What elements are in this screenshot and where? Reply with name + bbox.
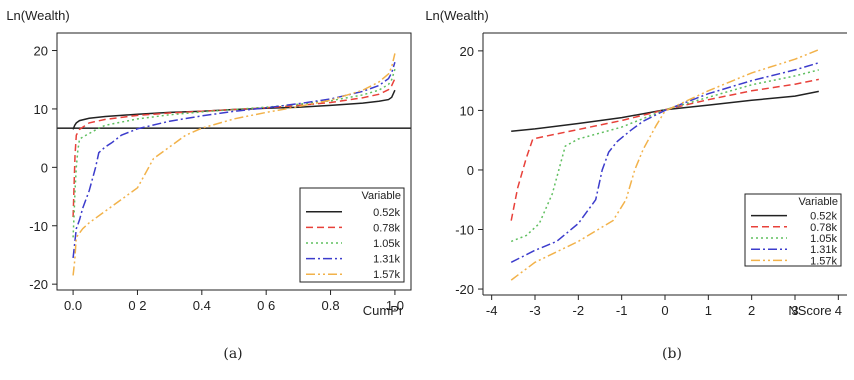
legend-label: 1.57k [810,255,837,267]
legend-label: 1.57k [373,269,400,281]
series-line-1.05k [510,69,819,243]
legend-label: 1.31k [810,244,837,256]
legend-box [744,193,842,267]
y-tick-label: 0 [41,160,48,175]
y-tick-label: -10 [455,223,474,238]
panel-caption: (b) [662,346,682,362]
panel-caption: (a) [223,346,242,362]
x-tick-label: 2 [748,303,755,318]
legend-label: 0.78k [810,222,837,234]
x-tick-label: -2 [573,303,585,318]
series-line-0.52k [511,90,819,133]
y-tick-label: 20 [460,44,474,59]
x-tick-label: 0.0 [64,298,82,313]
x-tick-label: 0 6 [257,298,275,313]
x-tick-label: 1 [705,303,712,318]
series-line-1.57k [510,49,820,281]
x-axis-label: CumPr [363,303,404,318]
x-tick-label: -3 [529,303,541,318]
y-axis-label: Ln(Wealth) [6,8,69,23]
x-tick-label: 3 [791,303,798,318]
series-line-0.78k [510,78,819,221]
y-tick-label: -10 [29,219,48,234]
y-tick-label: 10 [460,103,474,118]
series-line-1.57k [72,53,396,276]
x-axis-label: NScore [788,303,831,318]
x-tick-label: 0.4 [193,298,211,313]
x-tick-label: 0.8 [322,298,340,313]
y-tick-label: 0 [467,163,474,178]
y-axis-label: Ln(Wealth) [425,8,488,23]
plot-frame [56,32,412,291]
x-tick-label: -1 [616,303,628,318]
y-tick-label: 20 [34,44,48,59]
y-tick-label: -20 [29,277,48,292]
legend-title: Variable [361,190,401,202]
legend-label: 1.31k [373,254,400,266]
y-tick-label: -20 [455,282,474,297]
x-tick-label: 1.0 [386,298,404,313]
y-tick-label: 10 [34,102,48,117]
legend: Variable 0.52k 0.78k 1.05k 1.31k 1.57k [299,187,405,283]
series-line-1.05k [72,68,396,238]
legend-label: 0.52k [373,207,400,219]
series-line-1.31k [72,61,396,258]
legend-box [299,187,405,283]
legend-label: 0.78k [373,222,400,234]
x-tick-label: 4 [835,303,842,318]
legend-label: 0.52k [810,211,837,223]
series-line-1.31k [510,62,820,263]
legend-title: Variable [798,196,838,208]
x-tick-label: 0 [661,303,668,318]
chart-panel-a: -20 -10 0 10 20 0.0 0 2 0.4 0 6 0.8 1.0 Ln(Wealth) C… [6,8,412,362]
x-tick-label: 0 2 [128,298,146,313]
x-tick-label: -4 [486,303,498,318]
legend-label: 1.05k [810,233,837,245]
legend-label: 1.05k [373,238,400,250]
